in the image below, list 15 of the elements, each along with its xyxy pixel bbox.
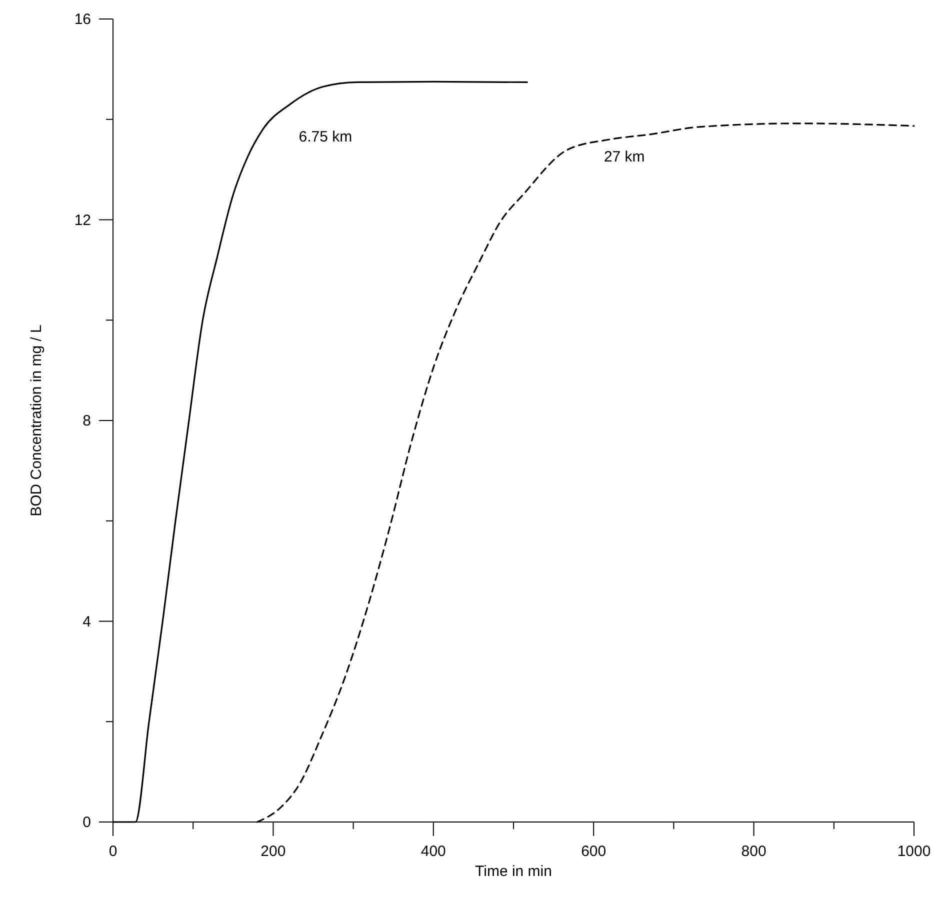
x-tick-label: 200 [260, 843, 286, 860]
y-tick-label: 0 [82, 814, 91, 831]
x-tick-label: 400 [420, 843, 446, 860]
x-tick-label: 1000 [897, 843, 931, 860]
y-axis-title: BOD Concentration in mg / L [28, 324, 45, 516]
series-label: 27 km [604, 148, 645, 166]
x-axis-title: Time in min [475, 863, 552, 880]
y-tick-label: 8 [82, 412, 91, 430]
y-tick-label: 4 [82, 613, 91, 630]
series-label: 6.75 km [298, 128, 352, 146]
x-tick-label: 800 [741, 843, 766, 860]
y-tick-label: 12 [74, 212, 91, 229]
x-tick-label: 600 [581, 843, 606, 860]
y-tick-label: 16 [74, 11, 91, 28]
x-tick-label: 0 [108, 843, 118, 860]
